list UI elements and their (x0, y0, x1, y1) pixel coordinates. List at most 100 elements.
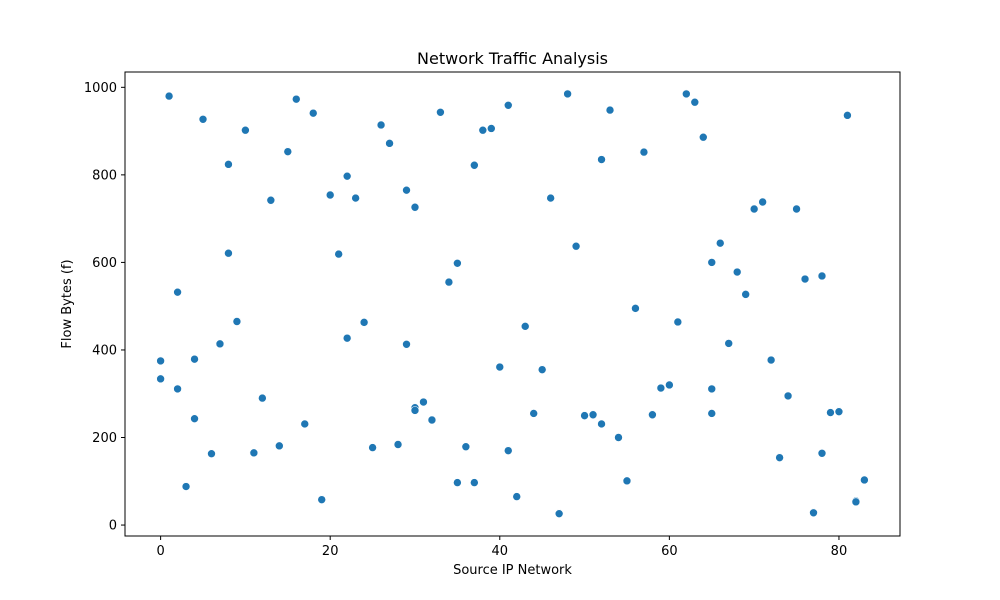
points-layer (156, 89, 869, 518)
data-point-75 (690, 97, 700, 107)
data-point-65 (605, 105, 615, 115)
data-point-59 (563, 89, 572, 99)
data-point-12 (224, 248, 233, 258)
y-tick-label: 200 (92, 431, 117, 446)
data-point-91 (809, 508, 818, 518)
data-point-57 (546, 193, 555, 203)
data-point-56 (537, 365, 547, 374)
data-point-40 (427, 415, 437, 425)
data-point-98 (851, 497, 861, 507)
y-tick-label: 600 (92, 256, 117, 271)
data-point-81 (724, 339, 734, 348)
data-point-77 (707, 258, 717, 267)
data-point-61 (580, 411, 589, 420)
data-point-67 (622, 476, 632, 486)
data-point-18 (275, 441, 284, 451)
data-point-22 (308, 108, 318, 118)
data-point-49 (486, 124, 496, 133)
data-point-8 (198, 114, 208, 124)
data-point-99 (860, 475, 869, 485)
data-point-34 (402, 185, 411, 195)
data-point-66 (614, 433, 623, 442)
y-tick-label: 1000 (84, 81, 117, 96)
x-tick-label: 80 (831, 544, 848, 559)
data-point-62 (588, 410, 598, 420)
x-tick-label: 60 (661, 544, 678, 559)
data-point-10 (215, 339, 225, 349)
chart-title: Network Traffic Analysis (417, 49, 608, 68)
data-point-23 (317, 495, 327, 504)
data-point-24 (325, 190, 335, 200)
data-point-41 (436, 107, 445, 117)
y-axis-label: Flow Bytes (f) (60, 259, 75, 348)
data-point-84 (749, 204, 759, 214)
data-point-43 (453, 258, 462, 268)
data-point-45 (461, 442, 471, 452)
data-point-70 (648, 410, 657, 420)
y-axis-ticks: 0 200 400 600 800 1000 (84, 81, 125, 534)
data-point-76 (698, 132, 708, 142)
y-tick-label: 400 (92, 343, 117, 358)
data-point-63 (597, 155, 606, 164)
x-axis-label: Source IP Network (453, 563, 572, 578)
data-point-95 (834, 407, 844, 416)
data-point-27 (342, 333, 352, 343)
plot-frame (124, 71, 901, 537)
data-point-89 (792, 204, 801, 214)
data-point-51 (503, 100, 513, 110)
data-point-7 (190, 414, 199, 423)
data-point-88 (783, 391, 793, 401)
x-tick-label: 0 (156, 544, 164, 559)
x-axis-ticks: 0 20 40 60 80 (156, 536, 847, 559)
data-point-72 (665, 380, 674, 390)
data-point-11 (224, 160, 233, 169)
data-point-96 (843, 111, 852, 120)
data-point-73 (673, 317, 683, 327)
data-point-28 (351, 193, 360, 203)
data-point-60 (571, 241, 581, 251)
data-point-80 (715, 238, 725, 248)
data-point-6 (190, 354, 199, 364)
data-point-13 (232, 317, 242, 326)
data-point-25 (334, 249, 343, 259)
data-point-3 (173, 287, 182, 297)
data-point-87 (775, 453, 784, 462)
data-point-54 (520, 322, 530, 331)
data-point-69 (639, 147, 649, 157)
data-point-53 (512, 492, 522, 501)
data-point-82 (732, 267, 742, 277)
data-point-2 (164, 91, 174, 101)
data-point-92 (817, 271, 827, 281)
data-point-32 (385, 139, 394, 148)
y-tick-label: 0 (109, 519, 117, 534)
data-point-74 (682, 89, 691, 99)
data-point-14 (241, 125, 250, 135)
data-point-48 (478, 125, 488, 135)
data-point-50 (495, 362, 505, 372)
data-point-47 (470, 478, 479, 487)
data-point-83 (741, 290, 750, 299)
x-tick-label: 40 (492, 544, 509, 559)
data-point-35 (402, 339, 411, 349)
data-point-15 (249, 448, 259, 458)
data-point-78 (707, 384, 717, 394)
data-point-21 (300, 419, 310, 429)
data-point-39 (419, 397, 428, 407)
data-point-94 (826, 408, 835, 417)
data-point-44 (453, 478, 462, 487)
data-point-46 (470, 160, 479, 170)
x-tick-label: 20 (322, 544, 339, 559)
data-point-85 (758, 197, 767, 207)
data-point-58 (554, 509, 564, 518)
data-point-29 (359, 318, 369, 327)
data-point-19 (283, 147, 293, 156)
data-point-0 (156, 356, 165, 366)
data-point-9 (207, 449, 216, 459)
data-point-55 (529, 409, 539, 418)
data-point-33 (393, 440, 403, 449)
data-point-71 (656, 383, 666, 393)
data-point-64 (597, 419, 606, 429)
data-point-5 (181, 482, 191, 491)
data-point-26 (342, 171, 352, 181)
